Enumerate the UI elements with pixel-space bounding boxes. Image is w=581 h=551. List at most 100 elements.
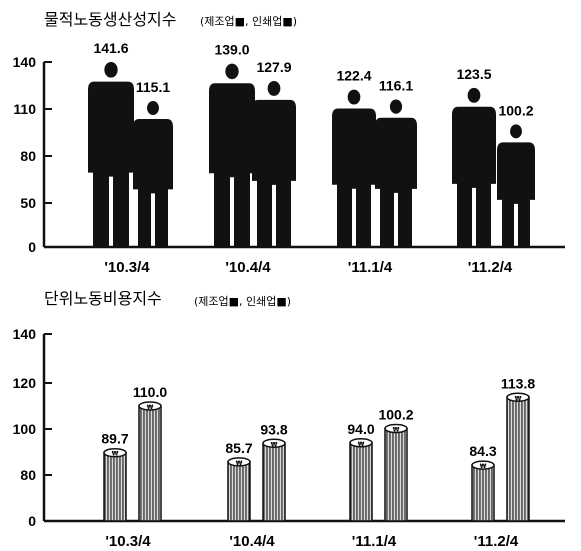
coin-top	[384, 423, 408, 434]
chart1-legend-note: (제조업■, 인쇄업■)	[200, 15, 297, 28]
coin-stack-icon	[471, 464, 495, 522]
person-icon	[252, 99, 296, 248]
chart2-legend-note: (제조업■, 인쇄업■)	[194, 295, 291, 308]
chart2-coin-bar: ₩110.0	[133, 384, 167, 522]
person-icon-head	[104, 62, 118, 78]
chart2: 단위노동비용지수 (제조업■, 인쇄업■) 140 120 100 80 0 ₩89.7…	[13, 289, 565, 550]
won-symbol-icon: ₩	[271, 441, 278, 448]
chart2-category-label: '10.3/4	[105, 533, 151, 550]
coin-top	[471, 460, 495, 470]
person-icon-head	[147, 101, 159, 116]
chart1-person-bar: 139.0	[209, 42, 255, 247]
person-icon	[497, 142, 535, 247]
coin-stack-icon	[227, 461, 251, 522]
person-icon	[452, 106, 496, 247]
chart1-value-label: 100.2	[498, 102, 533, 118]
chart1-value-label: 116.1	[379, 77, 413, 93]
chart1-marks: 141.6 115.1 139.0 127.9 122.4 116.1 123.5 100.2	[88, 40, 535, 248]
chart2-tick-label: 100	[13, 421, 37, 437]
coin-stack-icon	[262, 442, 286, 522]
chart2-y-ticks: 140 120 100 80 0	[13, 326, 52, 529]
person-icon	[332, 108, 376, 248]
chart1-tick-label: 110	[13, 101, 36, 117]
chart1-category-label: '10.4/4	[225, 259, 271, 276]
chart1-category-label: '11.2/4	[468, 259, 513, 276]
person-icon-head	[267, 80, 281, 96]
chart1-title: 물적노동생산성지수	[44, 10, 176, 29]
chart2-coin-bar: ₩93.8	[260, 421, 288, 522]
person-icon	[88, 81, 134, 247]
person-icon-head	[510, 124, 522, 139]
chart1-tick-label: 0	[28, 239, 36, 255]
coin-top	[138, 401, 162, 411]
person-icon-head	[389, 99, 403, 114]
chart2-tick-label: 80	[20, 467, 36, 483]
chart2-x-labels: '10.3/4 '10.4/4 '11.1/4 '11.2/4	[105, 533, 519, 550]
coin-stack-icon	[138, 405, 162, 522]
chart1-tick-label: 50	[20, 195, 36, 211]
person-icon-head	[225, 63, 239, 80]
chart1-y-ticks: 140 110 80 50 0	[13, 54, 52, 255]
chart1-value-label: 127.9	[256, 59, 291, 75]
chart2-title: 단위노동비용지수	[44, 289, 162, 308]
chart1-category-label: '11.1/4	[348, 259, 393, 276]
chart2-coin-bar: ₩100.2	[378, 407, 414, 522]
chart1-person-bar: 116.1	[375, 77, 417, 248]
person-icon-head	[347, 89, 361, 105]
chart1-person-bar: 122.4	[332, 68, 376, 248]
chart2-tick-label: 120	[13, 375, 37, 391]
chart2-marks: ₩89.7₩110.0₩85.7 ₩93.8₩94.0 ₩100.2₩84.3₩11…	[101, 375, 535, 522]
chart1-person-bar: 141.6	[88, 40, 134, 247]
won-symbol-icon: ₩	[147, 404, 154, 411]
chart2-value-label: 94.0	[347, 421, 374, 437]
chart1-person-bar: 100.2	[497, 102, 535, 247]
chart1-tick-label: 80	[20, 148, 36, 164]
coin-stack-icon	[506, 396, 530, 522]
coin-top	[103, 447, 127, 458]
won-symbol-icon: ₩	[480, 463, 487, 470]
chart2-category-label: '10.4/4	[229, 533, 275, 550]
chart2-value-label: 93.8	[260, 421, 287, 437]
chart1-value-label: 139.0	[214, 42, 249, 58]
chart2-category-label: '11.2/4	[474, 533, 519, 550]
won-symbol-icon: ₩	[393, 427, 400, 434]
chart2-coin-bar: ₩94.0	[347, 421, 375, 522]
person-icon	[375, 117, 417, 248]
coin-top	[349, 438, 373, 448]
chart2-value-label: 113.8	[501, 375, 535, 391]
person-icon-head	[467, 87, 481, 103]
chart2-coin-bar: ₩84.3	[469, 443, 497, 522]
won-symbol-icon: ₩	[358, 441, 365, 448]
chart2-coin-bar: ₩113.8	[501, 375, 535, 522]
chart1-person-bar: 123.5	[452, 66, 496, 247]
coin-top	[262, 438, 286, 449]
chart1-person-bar: 115.1	[133, 79, 173, 247]
chart2-value-label: 100.2	[378, 407, 413, 423]
chart1-tick-label: 140	[13, 54, 37, 70]
chart2-value-label: 89.7	[101, 431, 128, 447]
coin-stack-icon	[103, 451, 127, 522]
won-symbol-icon: ₩	[236, 460, 243, 467]
chart2-coin-bar: ₩89.7	[101, 431, 129, 522]
chart2-value-label: 84.3	[469, 443, 496, 459]
chart1-category-label: '10.3/4	[104, 259, 150, 276]
chart2-coin-bar: ₩85.7	[225, 440, 253, 522]
person-icon	[133, 119, 173, 247]
won-symbol-icon: ₩	[112, 451, 119, 458]
chart1-value-label: 122.4	[336, 68, 371, 84]
won-symbol-icon: ₩	[515, 395, 522, 402]
chart1-value-label: 141.6	[93, 40, 128, 56]
chart1-value-label: 115.1	[136, 79, 170, 95]
coin-stack-icon	[349, 442, 373, 522]
chart2-category-label: '11.1/4	[352, 533, 397, 550]
chart2-tick-label: 140	[13, 326, 37, 342]
chart1-person-bar: 127.9	[252, 59, 296, 248]
chart1-value-label: 123.5	[456, 66, 491, 82]
coin-top	[506, 392, 530, 403]
coin-top	[227, 457, 251, 467]
chart2-value-label: 85.7	[225, 440, 252, 456]
chart1: 물적노동생산성지수 (제조업■, 인쇄업■) 140 110 80 50 0 141.6…	[13, 10, 565, 276]
coin-stack-icon	[384, 427, 408, 522]
chart2-tick-label: 0	[28, 513, 36, 529]
